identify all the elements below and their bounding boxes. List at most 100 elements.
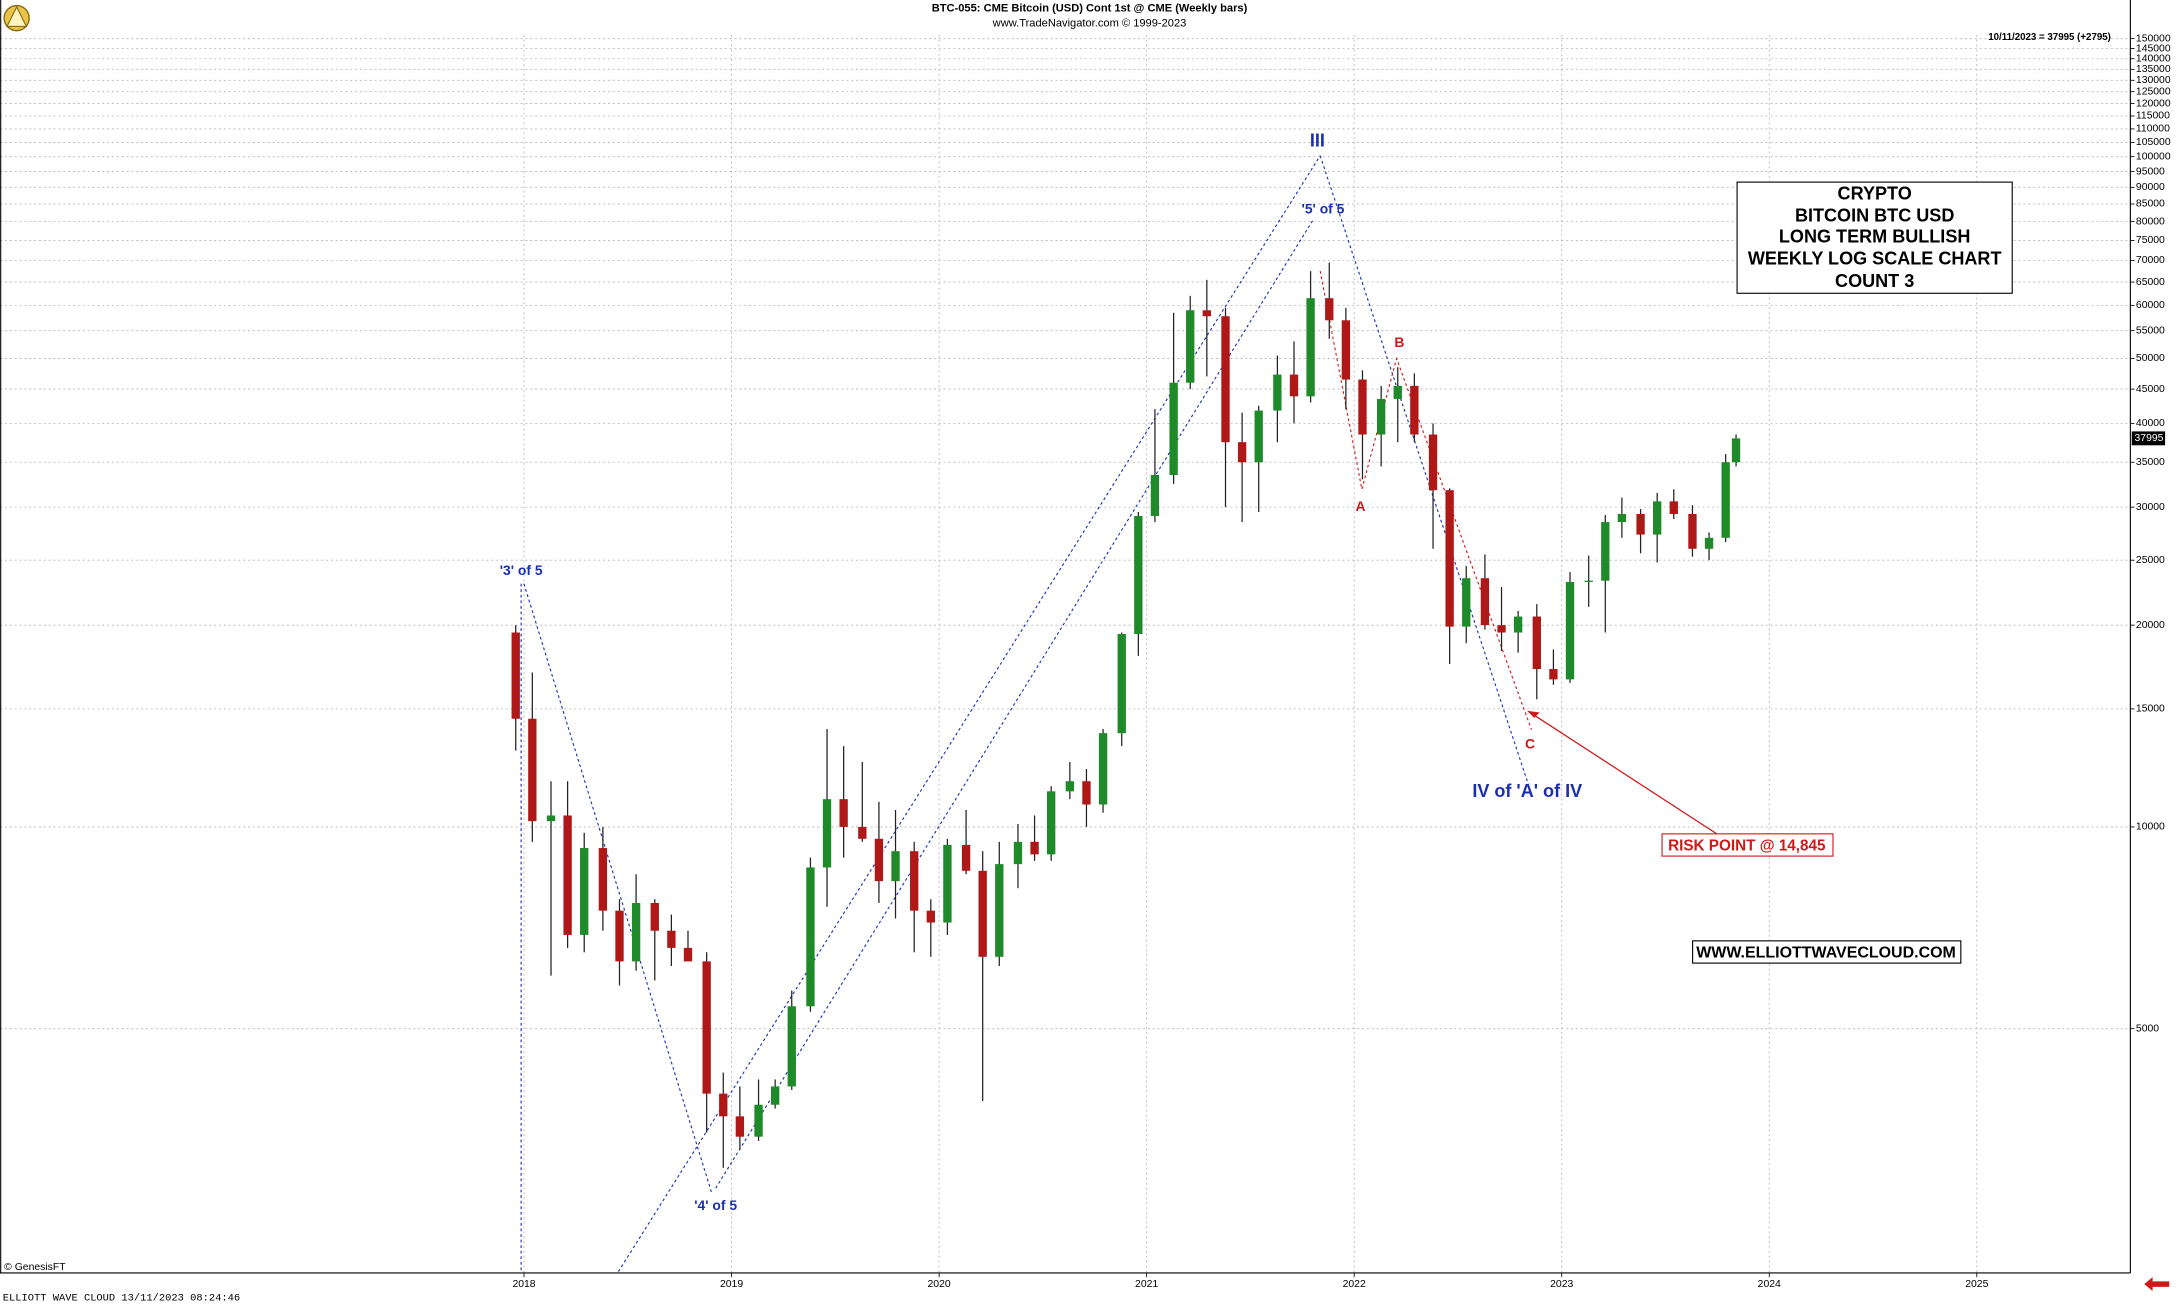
y-tick-label: 70000 [2136, 255, 2165, 266]
candle-body [1117, 634, 1126, 734]
candle-body [1688, 513, 1697, 549]
candle-body [1617, 513, 1627, 523]
y-tick-label: 120000 [2136, 98, 2171, 109]
candle-body [995, 864, 1004, 957]
title-box [1736, 181, 2013, 294]
candle-body [1462, 578, 1471, 627]
candle-body [1186, 310, 1195, 383]
candle-body [598, 848, 608, 911]
y-tick-label: 90000 [2136, 182, 2165, 193]
candle-body [754, 1104, 763, 1137]
x-tick-label: 2018 [512, 1279, 535, 1290]
scroll-arrow[interactable] [2144, 1277, 2170, 1292]
candle-body [874, 838, 884, 882]
candle-body [563, 815, 572, 935]
x-tick-label: 2019 [720, 1279, 743, 1290]
y-tick-label: 105000 [2136, 137, 2171, 148]
y-tick-label: 145000 [2136, 43, 2171, 54]
candle-body [806, 867, 815, 1007]
candle-body [1273, 374, 1282, 411]
candle-body [1098, 733, 1108, 805]
candle-body [1376, 398, 1386, 435]
box-line: CRYPTO [1838, 183, 1912, 203]
candle-body [1150, 475, 1160, 516]
x-tick-label: 2020 [928, 1279, 951, 1290]
box-line: WEEKLY LOG SCALE CHART [1748, 249, 2002, 269]
wave-label: III [1310, 131, 1325, 151]
candle-body [1306, 298, 1315, 397]
last-price-box [2131, 431, 2166, 446]
x-tick-label: 2025 [1965, 1279, 1988, 1290]
website-box [1692, 940, 1962, 964]
candle-body [615, 910, 624, 962]
y-tick-label: 35000 [2136, 457, 2165, 468]
grid [0, 34, 2131, 1273]
candle-body [1030, 841, 1039, 855]
candles [511, 262, 1741, 1168]
candle-body [943, 844, 952, 923]
risk-label: RISK POINT @ 14,845 [1668, 837, 1826, 854]
candle-body [631, 902, 641, 962]
y-tick-label: 5000 [2136, 1023, 2159, 1034]
candle-body [546, 815, 556, 822]
y-tick-label: 100000 [2136, 151, 2171, 162]
x-tick-label: 2024 [1758, 1279, 1781, 1290]
candle-body [1653, 501, 1662, 535]
risk-box [1661, 833, 1834, 857]
wave-label: IV of 'A' of IV [1472, 781, 1582, 801]
candle-body [839, 799, 848, 827]
y-tick-label: 115000 [2136, 111, 2170, 122]
candle-body [1480, 578, 1490, 626]
candle-body [1047, 791, 1056, 855]
footer: ELLIOTT WAVE CLOUD 13/11/2023 08:24:46 [3, 1293, 240, 1305]
candle-body [1013, 841, 1023, 865]
candle-body [1393, 385, 1402, 399]
candle-body [1169, 382, 1178, 476]
y-tick-label: 30000 [2136, 502, 2165, 513]
chart-title: BTC-055: CME Bitcoin (USD) Cont 1st @ CM… [932, 2, 1248, 14]
candle-body [1254, 410, 1263, 463]
box-line: LONG TERM BULLISH [1779, 226, 1970, 246]
y-tick-label: 55000 [2136, 325, 2165, 336]
candle-body [580, 848, 589, 935]
candle-body [891, 851, 900, 882]
candle-body [1237, 442, 1247, 463]
y-tick-label: 75000 [2136, 235, 2165, 246]
candle-body [702, 961, 711, 1094]
last-quote: 10/11/2023 = 37995 (+2795) [1988, 32, 2111, 43]
candle-body [787, 1006, 796, 1087]
y-tick-label: 15000 [2136, 704, 2165, 715]
website-label: WWW.ELLIOTTWAVECLOUD.COM [1696, 945, 1956, 962]
candle-body [1549, 669, 1558, 680]
candle-body [1669, 501, 1678, 514]
candle-body [683, 947, 693, 962]
candle-body [528, 718, 537, 822]
x-tick-label: 2023 [1550, 1279, 1573, 1290]
y-tick-label: 65000 [2136, 277, 2165, 288]
candle-body [1202, 310, 1211, 317]
candle-body [719, 1093, 728, 1117]
candle-body [1565, 581, 1575, 680]
candle-body [1082, 781, 1091, 805]
y-tick-label: 10000 [2136, 822, 2165, 833]
candle-body [910, 851, 919, 911]
candle-body [1065, 781, 1075, 792]
candle-body [1358, 379, 1367, 435]
candle-body [1410, 385, 1419, 435]
y-tick-label: 45000 [2136, 384, 2165, 395]
y-tick-label: 40000 [2136, 418, 2165, 429]
candle-body [1532, 616, 1541, 670]
candle-body [1134, 515, 1143, 635]
wave-label: B [1394, 334, 1404, 350]
y-tick-label: 125000 [2136, 86, 2171, 97]
y-tick-label: 110000 [2136, 124, 2170, 135]
candle-body [735, 1116, 745, 1137]
candle-body [1289, 374, 1299, 397]
y-tick-label: 85000 [2136, 199, 2165, 210]
y-tick-label: 135000 [2136, 64, 2171, 75]
candle-body [1636, 513, 1645, 535]
candle-body [511, 632, 520, 719]
source: © GenesisFT [4, 1262, 66, 1273]
candle-body [650, 902, 659, 931]
candle-body [1704, 537, 1714, 549]
